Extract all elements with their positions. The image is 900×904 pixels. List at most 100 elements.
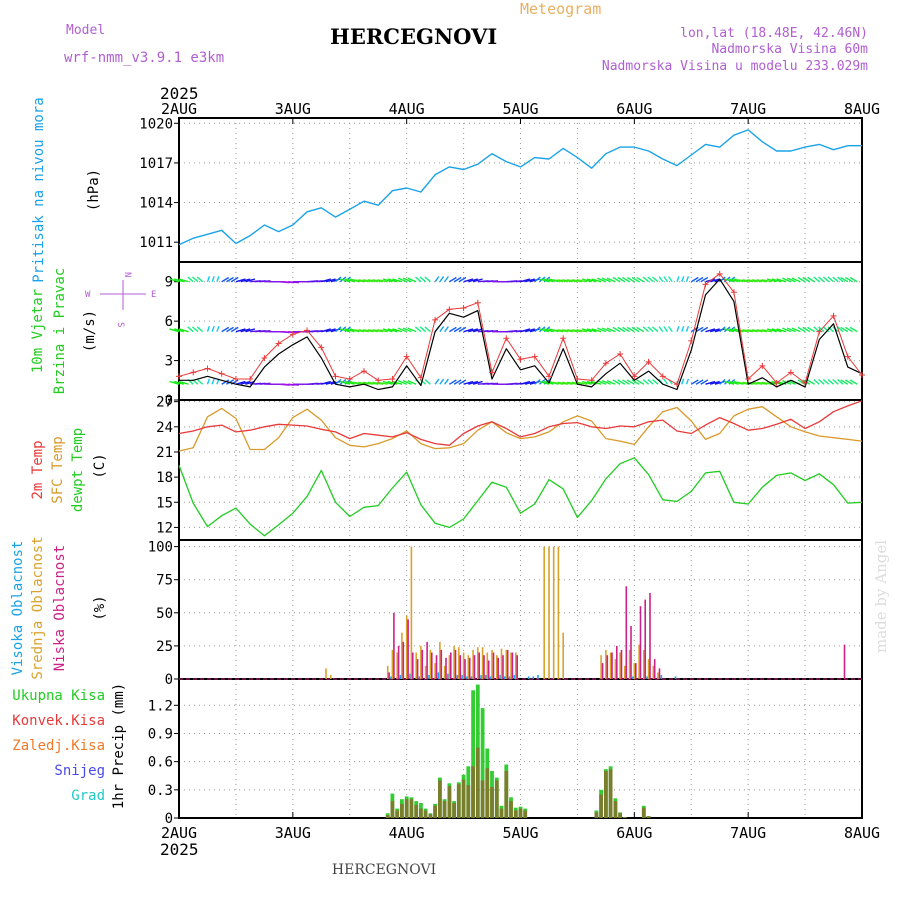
- wind-arrow-middle: [659, 327, 663, 332]
- wind-gust-marker: [361, 368, 367, 374]
- precip-conv-bar: [457, 784, 461, 818]
- y-tick-label: 9: [165, 275, 173, 291]
- wind-gust-marker: [574, 376, 580, 382]
- y-tick-label: 1014: [139, 196, 173, 212]
- y-tick-label: 1017: [139, 156, 173, 172]
- precip-conv-bar: [495, 780, 499, 818]
- wind-arrow-upper: [677, 276, 679, 281]
- temp-axis-label-1: 2m Temp: [30, 440, 46, 499]
- x-day-label-bottom: 5AUG: [502, 824, 538, 842]
- wind-gust-marker: [204, 365, 210, 371]
- wind-arrow-upper: [440, 277, 444, 282]
- wind-arrow-lower: [207, 379, 209, 384]
- wind-arrow-middle: [664, 327, 668, 332]
- temp-unit-label: (C): [92, 453, 108, 478]
- y-tick-label: 21: [156, 445, 173, 461]
- wind-arrow-middle: [445, 327, 449, 332]
- wind-arrow-middle: [207, 326, 209, 331]
- coords-label: lon,lat (18.48E, 42.46N): [680, 26, 868, 41]
- y-tick-label: 15: [156, 495, 173, 511]
- wind-gust-marker: [518, 356, 524, 362]
- y-tick-label: 75: [156, 573, 173, 589]
- compass-south: S: [115, 322, 125, 327]
- precip-conv-bar: [504, 771, 508, 818]
- precip-conv-bar: [647, 816, 651, 818]
- x-day-label-top: 5AUG: [502, 100, 538, 118]
- wind-arrow-upper: [445, 277, 449, 282]
- wind-arrow-middle: [217, 326, 219, 331]
- y-tick-label: 27: [156, 395, 173, 411]
- precip-conv-bar: [476, 748, 480, 818]
- legend-hail: Grad: [71, 788, 105, 804]
- plot-area: 1011101410171020036912151821242702550751…: [139, 100, 880, 842]
- precip-conv-bar: [500, 809, 504, 818]
- wind-gust-marker: [404, 354, 410, 360]
- wind-arrow-lower: [664, 379, 668, 384]
- y-tick-label: 25: [156, 639, 173, 655]
- y-tick-label: 3: [165, 354, 173, 370]
- y-tick-label: 0: [165, 672, 173, 688]
- wind-arrow-lower: [682, 379, 684, 384]
- precip-conv-bar: [414, 805, 418, 818]
- precip-conv-bar: [386, 815, 390, 818]
- compass-west: W: [85, 290, 91, 300]
- credit-watermark: made by Angel: [872, 540, 890, 653]
- precip-conv-bar: [509, 801, 513, 818]
- pressure-axis-label: Pritisak na nivou mora: [31, 97, 47, 282]
- dewpoint-line: [179, 458, 862, 536]
- y-tick-label: 1.2: [148, 698, 173, 714]
- precip-conv-bar: [424, 811, 428, 819]
- y-tick-label: 0.3: [148, 783, 173, 799]
- x-day-label-top: 8AUG: [844, 100, 880, 118]
- precip-conv-bar: [462, 780, 466, 819]
- precip-conv-bar: [448, 786, 452, 818]
- y-tick-label: 100: [148, 540, 173, 556]
- wind-gust-marker: [333, 373, 339, 379]
- precip-conv-bar: [410, 799, 414, 818]
- precip-conv-bar: [642, 808, 646, 818]
- precip-conv-bar: [595, 812, 599, 818]
- x-day-label-top: 4AUG: [389, 100, 425, 118]
- precip-conv-bar: [609, 769, 613, 818]
- y-tick-label: 18: [156, 470, 173, 486]
- precip-conv-bar: [618, 813, 622, 818]
- temp-axis-label-3: dewpt Temp: [70, 428, 86, 512]
- wind-arrow-middle: [677, 326, 679, 331]
- altitude-label: Nadmorska Visina 60m: [711, 42, 868, 57]
- cloud-axis-label-2: Srednja Oblacnost: [30, 536, 46, 679]
- y-tick-label: 0.6: [148, 755, 173, 771]
- legend-conv-rain: Konvek.Kisa: [12, 713, 105, 729]
- model-altitude-label: Nadmorska Visina u modelu 233.029m: [602, 59, 868, 74]
- y-tick-label: 1011: [139, 235, 173, 251]
- x-day-label-bottom: 7AUG: [730, 824, 766, 842]
- wind-arrow-lower: [212, 379, 214, 384]
- precip-conv-bar: [599, 795, 603, 819]
- precip-conv-bar: [614, 801, 618, 818]
- legend-total-rain: Ukupna Kisa: [12, 688, 105, 704]
- y-tick-label: 6: [165, 314, 173, 330]
- wind-gust-marker: [176, 373, 182, 379]
- wind-gust-marker: [503, 335, 509, 341]
- temp-axis-label-2: SFC Temp: [50, 436, 66, 503]
- precip-conv-bar: [485, 768, 489, 818]
- x-day-label-top: 7AUG: [730, 100, 766, 118]
- x-day-label-bottom: 8AUG: [844, 824, 880, 842]
- wind-gust-marker: [389, 376, 395, 382]
- compass-east: E: [151, 290, 156, 300]
- wind-axis-label-2: Brzina i Pravac: [52, 268, 68, 394]
- wind-arrow-middle: [212, 326, 214, 331]
- wind-arrow-lower: [445, 379, 449, 384]
- precip-conv-bar: [391, 801, 395, 818]
- wind-arrow-upper: [207, 276, 209, 281]
- wind-unit-label: (m/s): [82, 310, 98, 352]
- precip-conv-bar: [419, 809, 423, 818]
- wind-gust-marker: [219, 371, 225, 377]
- precip-conv-bar: [490, 787, 494, 818]
- wind-arrow-lower: [435, 379, 439, 384]
- model-label: Model: [66, 23, 105, 38]
- compass-north: N: [122, 272, 132, 277]
- wind-gust-marker: [461, 305, 467, 311]
- legend-snow: Snijeg: [54, 763, 105, 779]
